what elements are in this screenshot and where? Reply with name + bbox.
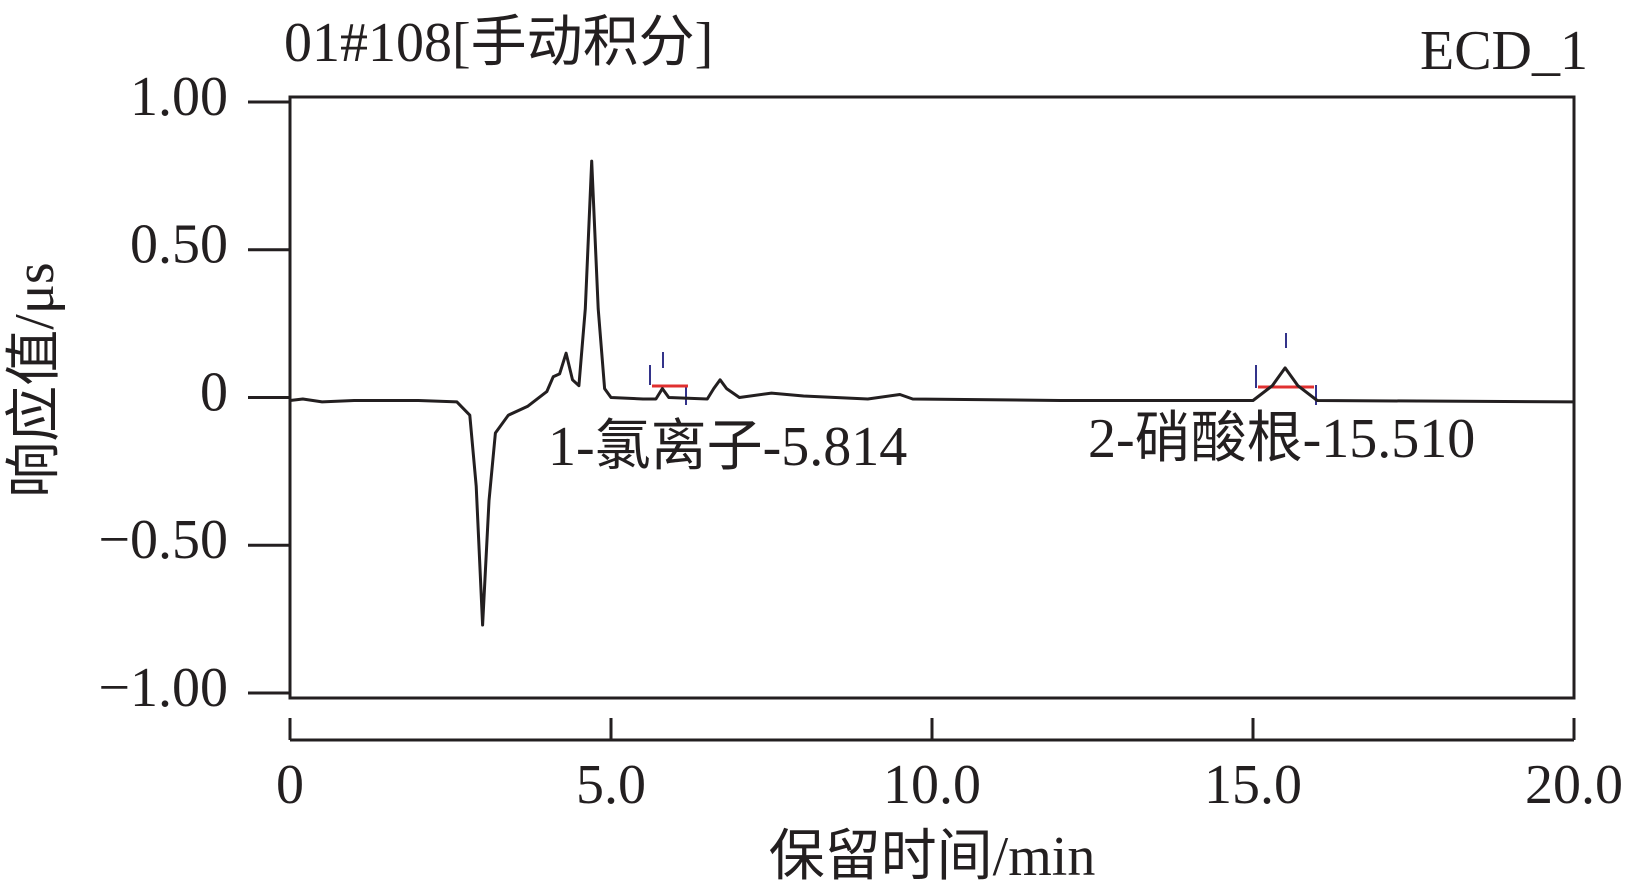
y-tick-label: −0.50 (98, 509, 228, 571)
y-tick-label: 1.00 (130, 66, 228, 128)
chart-title: 01#108[手动积分] (284, 12, 713, 74)
y-axis-label: 响应值/μs (4, 262, 66, 497)
chart-subtitle: ECD_1 (1420, 20, 1588, 82)
x-tick-label: 5.0 (576, 754, 646, 816)
x-tick-label: 20.0 (1525, 754, 1623, 816)
y-tick-label: 0.50 (130, 214, 228, 276)
trace-line (289, 159, 1575, 627)
x-tick-label: 0 (276, 754, 304, 816)
x-tick-label: 10.0 (883, 754, 981, 816)
x-axis-label: 保留时间/min (769, 826, 1096, 888)
annotation: 1-氯离子-5.814 (548, 416, 907, 478)
annotation: 2-硝酸根-15.510 (1088, 408, 1475, 470)
x-tick-label: 15.0 (1204, 754, 1302, 816)
y-tick-label: −1.00 (98, 657, 228, 719)
y-tick-label: 0 (200, 361, 228, 423)
integration-markers (649, 333, 1317, 405)
